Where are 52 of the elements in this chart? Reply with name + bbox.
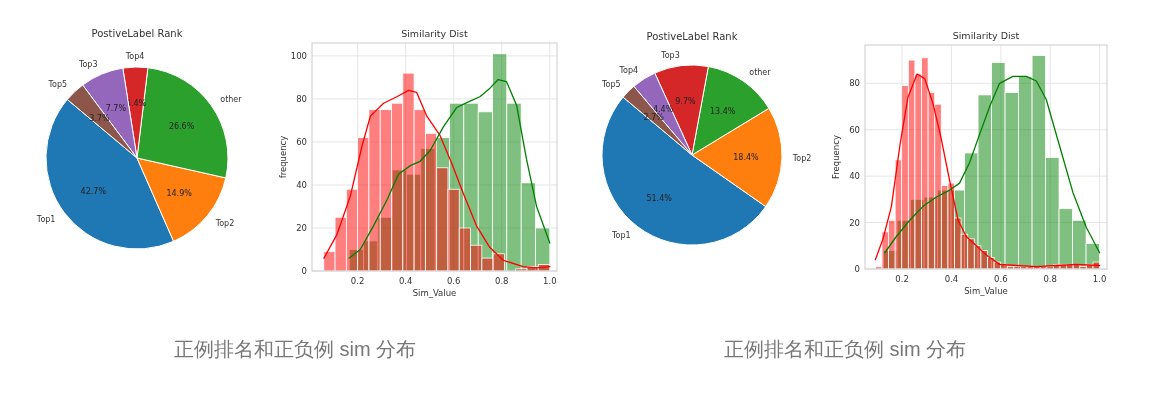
x-tick-label: 0.6: [446, 276, 461, 286]
data-label: 42.7%: [80, 186, 107, 196]
y-tick-label: 80: [296, 93, 307, 104]
data-label: 13.4%: [709, 106, 736, 116]
slice-label: other: [749, 68, 772, 78]
y-tick-label: 20: [849, 217, 860, 228]
chart-title: Similarity Dist: [401, 28, 469, 39]
x-tick-label: 0.6: [994, 274, 1008, 284]
slice-label: Top1: [35, 215, 56, 225]
y-tick-label: 40: [296, 179, 307, 190]
chart-title: Similarity Dist: [952, 30, 1020, 41]
line-series: [323, 89, 551, 269]
chart-title: PostiveLabel Rank: [91, 28, 183, 39]
slice-label: Top4: [618, 65, 639, 75]
chart-title: PostiveLabel Rank: [646, 31, 738, 42]
slice-label: Top3: [77, 60, 98, 70]
slice-label: Top3: [660, 50, 680, 60]
x-tick-label: 0.2: [895, 274, 909, 284]
data-label: 26.6%: [168, 122, 195, 132]
slice-label: Top2: [214, 218, 235, 228]
text: 正例排名和正负例 sim 分布: [173, 338, 417, 360]
data-label: 18.4%: [733, 152, 760, 162]
text: 正例排名和正负例 sim 分布: [723, 338, 967, 360]
x-tick-label: 1.0: [1092, 274, 1107, 284]
y-tick-label: 0: [854, 264, 860, 274]
y-tick-label: 80: [849, 78, 860, 89]
x-tick-label: 0.4: [398, 276, 413, 286]
y-tick-label: 60: [849, 124, 860, 135]
slice-label: Top2: [791, 154, 812, 164]
y-axis-title: frequency: [278, 135, 288, 179]
y-tick-label: 100: [290, 50, 307, 61]
slice-label: Top5: [600, 79, 621, 89]
x-tick-label: 0.2: [350, 276, 365, 286]
x-axis-title: Sim_Value: [964, 286, 1008, 296]
slice-label: Top1: [611, 230, 631, 240]
line-series: [348, 78, 551, 259]
data-label: 14.9%: [166, 188, 193, 198]
data-label: 9.7%: [675, 97, 696, 107]
x-tick-label: 0.8: [1043, 274, 1057, 284]
slice-label: Top4: [124, 52, 145, 62]
y-tick-label: 20: [296, 222, 307, 233]
slice-label: Top5: [47, 79, 68, 89]
x-tick-label: 0.8: [494, 276, 509, 286]
data-label: 51.4%: [646, 193, 673, 203]
y-tick-label: 0: [301, 266, 307, 276]
x-axis-title: Sim_Value: [412, 288, 457, 298]
y-axis-title: Frequency: [831, 135, 841, 179]
y-tick-label: 40: [849, 171, 860, 182]
slice-label: other: [220, 95, 243, 105]
x-tick-label: 1.0: [543, 276, 557, 286]
y-tick-label: 60: [296, 136, 307, 147]
x-tick-label: 0.4: [944, 274, 959, 284]
